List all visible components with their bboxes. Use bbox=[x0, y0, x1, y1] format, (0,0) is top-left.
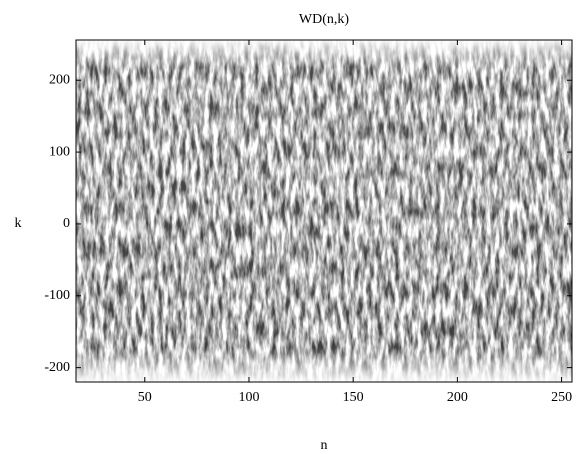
x-tick-label: 250 bbox=[551, 390, 572, 405]
x-tick-label: 200 bbox=[447, 390, 468, 405]
y-tick-label: 0 bbox=[63, 216, 70, 231]
plot-area bbox=[75, 39, 573, 383]
y-axis-label: k bbox=[15, 216, 22, 231]
x-tick-label: 50 bbox=[138, 390, 152, 405]
y-tick-label: 200 bbox=[49, 72, 70, 87]
x-axis-label: n bbox=[321, 438, 328, 453]
x-tick-label: 100 bbox=[238, 390, 259, 405]
y-tick-label: -100 bbox=[44, 288, 70, 303]
x-tick-label: 150 bbox=[343, 390, 364, 405]
heatmap-fade bbox=[76, 40, 572, 382]
chart-title: WD(n,k) bbox=[299, 12, 349, 27]
axes-box bbox=[75, 39, 573, 383]
y-tick-label: -200 bbox=[44, 360, 70, 375]
y-tick-label: 100 bbox=[49, 144, 70, 159]
